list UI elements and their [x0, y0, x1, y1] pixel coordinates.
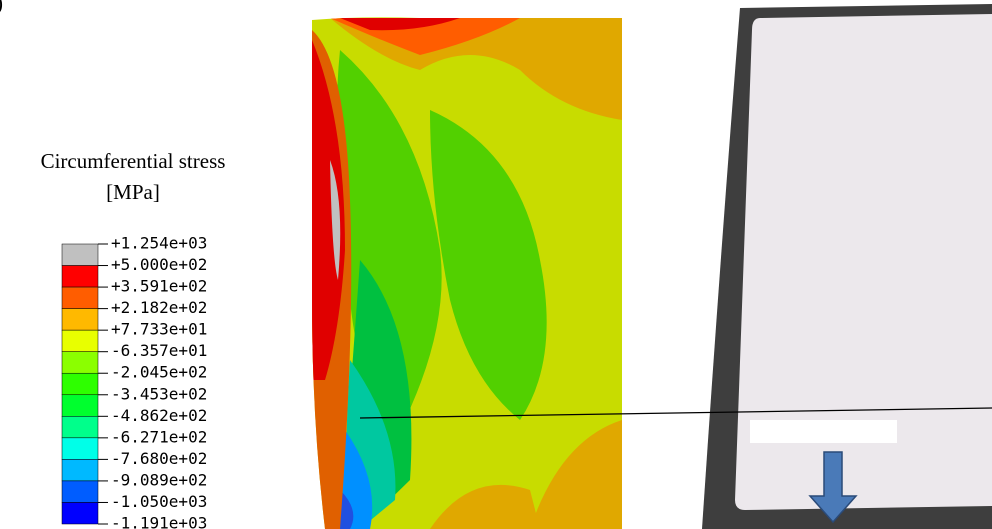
legend-label: -6.271e+02	[111, 427, 207, 446]
color-swatch	[62, 438, 98, 460]
color-swatch	[62, 266, 98, 288]
legend-label: -4.862e+02	[111, 406, 207, 425]
color-swatch	[62, 416, 98, 438]
panel-label: )	[0, 0, 3, 15]
legend-label: -1.191e+03	[111, 514, 207, 529]
color-swatch	[62, 481, 98, 503]
color-swatch	[62, 502, 98, 524]
legend-label: +7.733e+01	[111, 320, 207, 339]
legend-label: -2.045e+02	[111, 363, 207, 382]
color-swatch	[62, 309, 98, 331]
legend-label: +1.254e+03	[111, 234, 207, 253]
color-swatch	[62, 330, 98, 352]
legend-label: +5.000e+02	[111, 255, 207, 274]
color-swatch	[62, 395, 98, 417]
color-swatch	[62, 287, 98, 309]
legend-label: +3.591e+02	[111, 277, 207, 296]
colorbar: +1.254e+03 +5.000e+02 +3.591e+02 +2.182e+02…	[62, 234, 207, 529]
legend-label: -7.680e+02	[111, 449, 207, 468]
color-swatch	[62, 244, 98, 266]
figure: ) Circumferential stress [MPa] +1.254e+0…	[0, 0, 992, 529]
color-swatch	[62, 352, 98, 374]
legend-label: -6.357e+01	[111, 341, 207, 360]
legend-label: -1.050e+03	[111, 492, 207, 511]
legend-unit: [MPa]	[106, 180, 160, 204]
legend-label: -3.453e+02	[111, 384, 207, 403]
color-swatch	[62, 373, 98, 395]
legend-title: Circumferential stress	[41, 149, 226, 173]
photo	[702, 4, 992, 529]
color-swatch	[62, 459, 98, 481]
legend-label: +2.182e+02	[111, 298, 207, 317]
contour-plot	[300, 10, 630, 529]
legend-label: -9.089e+02	[111, 470, 207, 489]
